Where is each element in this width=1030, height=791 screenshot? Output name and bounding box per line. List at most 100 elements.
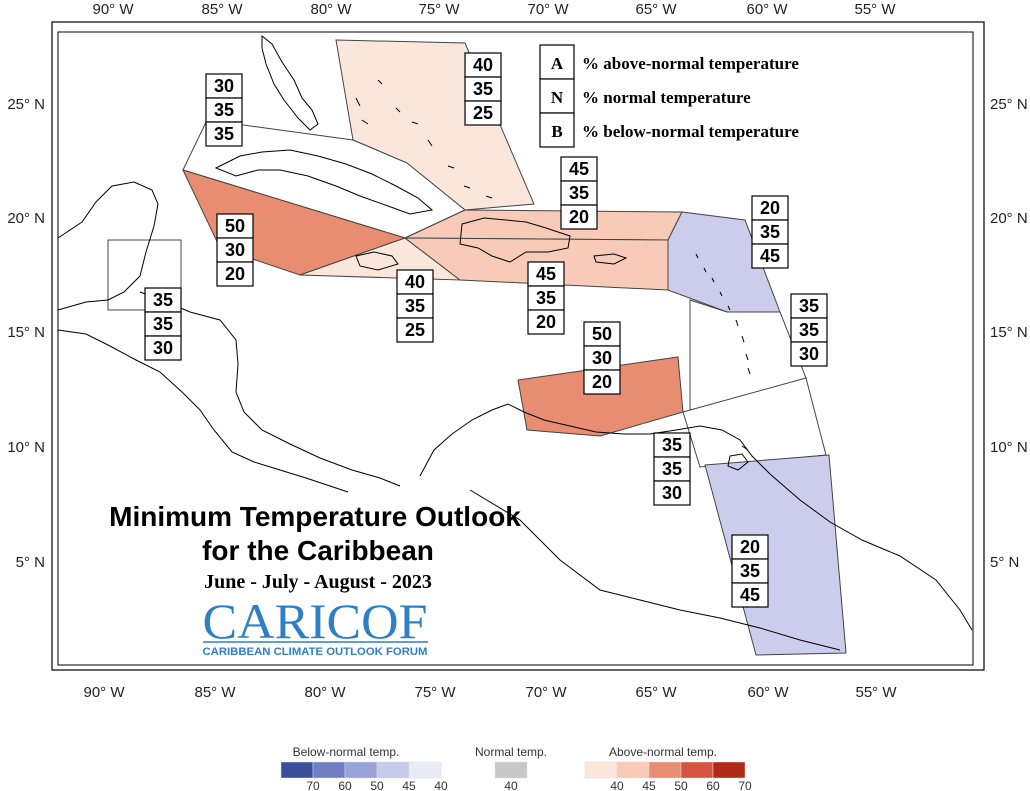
prob-cell-above [560,156,598,182]
bahamas-islands [355,79,493,199]
colorbar-swatch-above [648,761,682,779]
legend-key-a: A [551,54,564,73]
colorbar-swatch-above [680,761,714,779]
prob-box-leeward-islands: 20 35 45 [751,195,789,269]
prob-cell-normal [790,317,828,343]
colorbar-swatch-below [312,761,346,779]
hispaniola-coast [459,217,571,263]
prob-value-below: 20 [569,207,589,227]
colorbar-above-swatches: 40 45 50 60 70 [584,761,752,791]
colorbar-normal-swatches: 40 [494,761,528,791]
lat-tick-left: 5° N [16,554,45,571]
top-longitude-labels: 90° W 85° W 80° W 75° W 70° W 65° W 60° … [92,1,896,18]
title-period: June - July - August - 2023 [204,571,432,593]
prob-cell-above [396,269,434,295]
legend-desc-normal: % normal temperature [582,88,751,107]
colorbar-tick-above: 45 [642,779,656,791]
lat-tick-right: 10° N [990,439,1028,456]
prob-value-below: 45 [760,246,780,266]
central-america-coast [57,329,349,493]
prob-value-above: 20 [740,537,760,557]
legend-key-box-a [539,44,575,80]
lon-tick-bottom: 70° W [525,684,567,701]
prob-box-hispaniola-puerto-rico: 45 35 20 [560,156,598,230]
prob-value-below: 30 [799,344,819,364]
prob-cell-normal [464,76,502,102]
region-abc-islands [517,356,684,437]
colorbar-swatch-below [376,761,410,779]
prob-value-normal: 30 [592,348,612,368]
colombia-venezuela-coast [419,403,973,631]
colorbar-normal-title: Normal temp. [475,745,547,759]
lat-tick-right: 5° N [990,554,1019,571]
puerto-rico-coast [593,253,628,265]
central-america-caribbean-coast [139,291,401,487]
prob-box-jamaica: 40 35 25 [396,269,434,343]
prob-value-normal: 35 [473,79,493,99]
lon-tick-top: 65° W [635,1,677,18]
probability-boxes: 40 35 25 30 35 35 45 35 20 20 35 45 35 35 30 50 30 20 40 35… [144,52,828,608]
prob-cell-below [751,243,789,269]
lat-tick-left: 20° N [7,210,45,227]
colorbar: Below-normal temp. Normal temp. Above-no… [280,745,752,791]
lesser-antilles [695,253,751,451]
colorbar-tick-below: 60 [338,779,352,791]
caricof-logo: CARICOF CARIBBEAN CLIMATE OUTLOOK FORUM [203,593,428,658]
legend-key-b: B [551,122,562,141]
colorbar-tick-below: 45 [402,779,416,791]
coastlines [57,34,973,651]
prob-value-normal: 35 [569,183,589,203]
prob-cell-below [731,582,769,608]
prob-value-below: 30 [153,338,173,358]
prob-value-below: 45 [740,585,760,605]
yucatan-coast [57,181,159,311]
prob-box-windward-islands: 35 35 30 [790,293,828,367]
colorbar-below-title: Below-normal temp. [293,745,400,759]
prob-cell-normal [583,345,621,371]
prob-cell-above [653,432,691,458]
legend-key-n: N [551,88,564,107]
legend-desc-below: % below-normal temperature [582,122,799,141]
prob-value-above: 30 [214,76,234,96]
lat-tick-left: 10° N [7,439,45,456]
lon-tick-bottom: 65° W [635,684,677,701]
lon-tick-top: 55° W [854,1,896,18]
lat-tick-left: 25° N [7,96,45,113]
prob-value-normal: 35 [760,222,780,242]
colorbar-swatch-below [280,761,314,779]
prob-cell-above [464,52,502,78]
left-latitude-labels: 25° N 20° N 15° N 10° N 5° N [7,96,45,571]
lon-tick-top: 60° W [746,1,788,18]
prob-value-normal: 35 [662,459,682,479]
prob-cell-below [653,480,691,506]
lat-tick-right: 20° N [990,210,1028,227]
prob-box-guianas: 20 35 45 [731,534,769,608]
lon-tick-top: 85° W [201,1,243,18]
prob-cell-below [560,204,598,230]
prob-cell-below [205,121,243,147]
prob-cell-above [790,293,828,319]
colorbar-tick-above: 50 [674,779,688,791]
prob-value-normal: 35 [153,314,173,334]
prob-value-normal: 35 [405,296,425,316]
lon-tick-bottom: 55° W [855,684,897,701]
colorbar-above-title: Above-normal temp. [609,745,717,759]
prob-value-above: 20 [760,198,780,218]
outlook-regions [107,39,847,656]
prob-value-above: 40 [473,55,493,75]
prob-value-above: 45 [569,159,589,179]
cuba-coast [214,149,434,215]
south-america-interior [469,489,841,651]
legend-key-box-b [539,112,575,148]
prob-cell-below [144,335,182,361]
lon-tick-bottom: 75° W [414,684,456,701]
prob-box-belize: 35 35 30 [144,287,182,361]
colorbar-tick-below: 70 [306,779,320,791]
prob-value-normal: 30 [225,240,245,260]
abn-legend: A N B % above-normal temperature % norma… [539,44,799,148]
colorbar-below-swatches: 70 60 50 45 40 [280,761,448,791]
prob-value-normal: 35 [536,288,556,308]
prob-cell-below [396,317,434,343]
prob-value-above: 35 [662,435,682,455]
